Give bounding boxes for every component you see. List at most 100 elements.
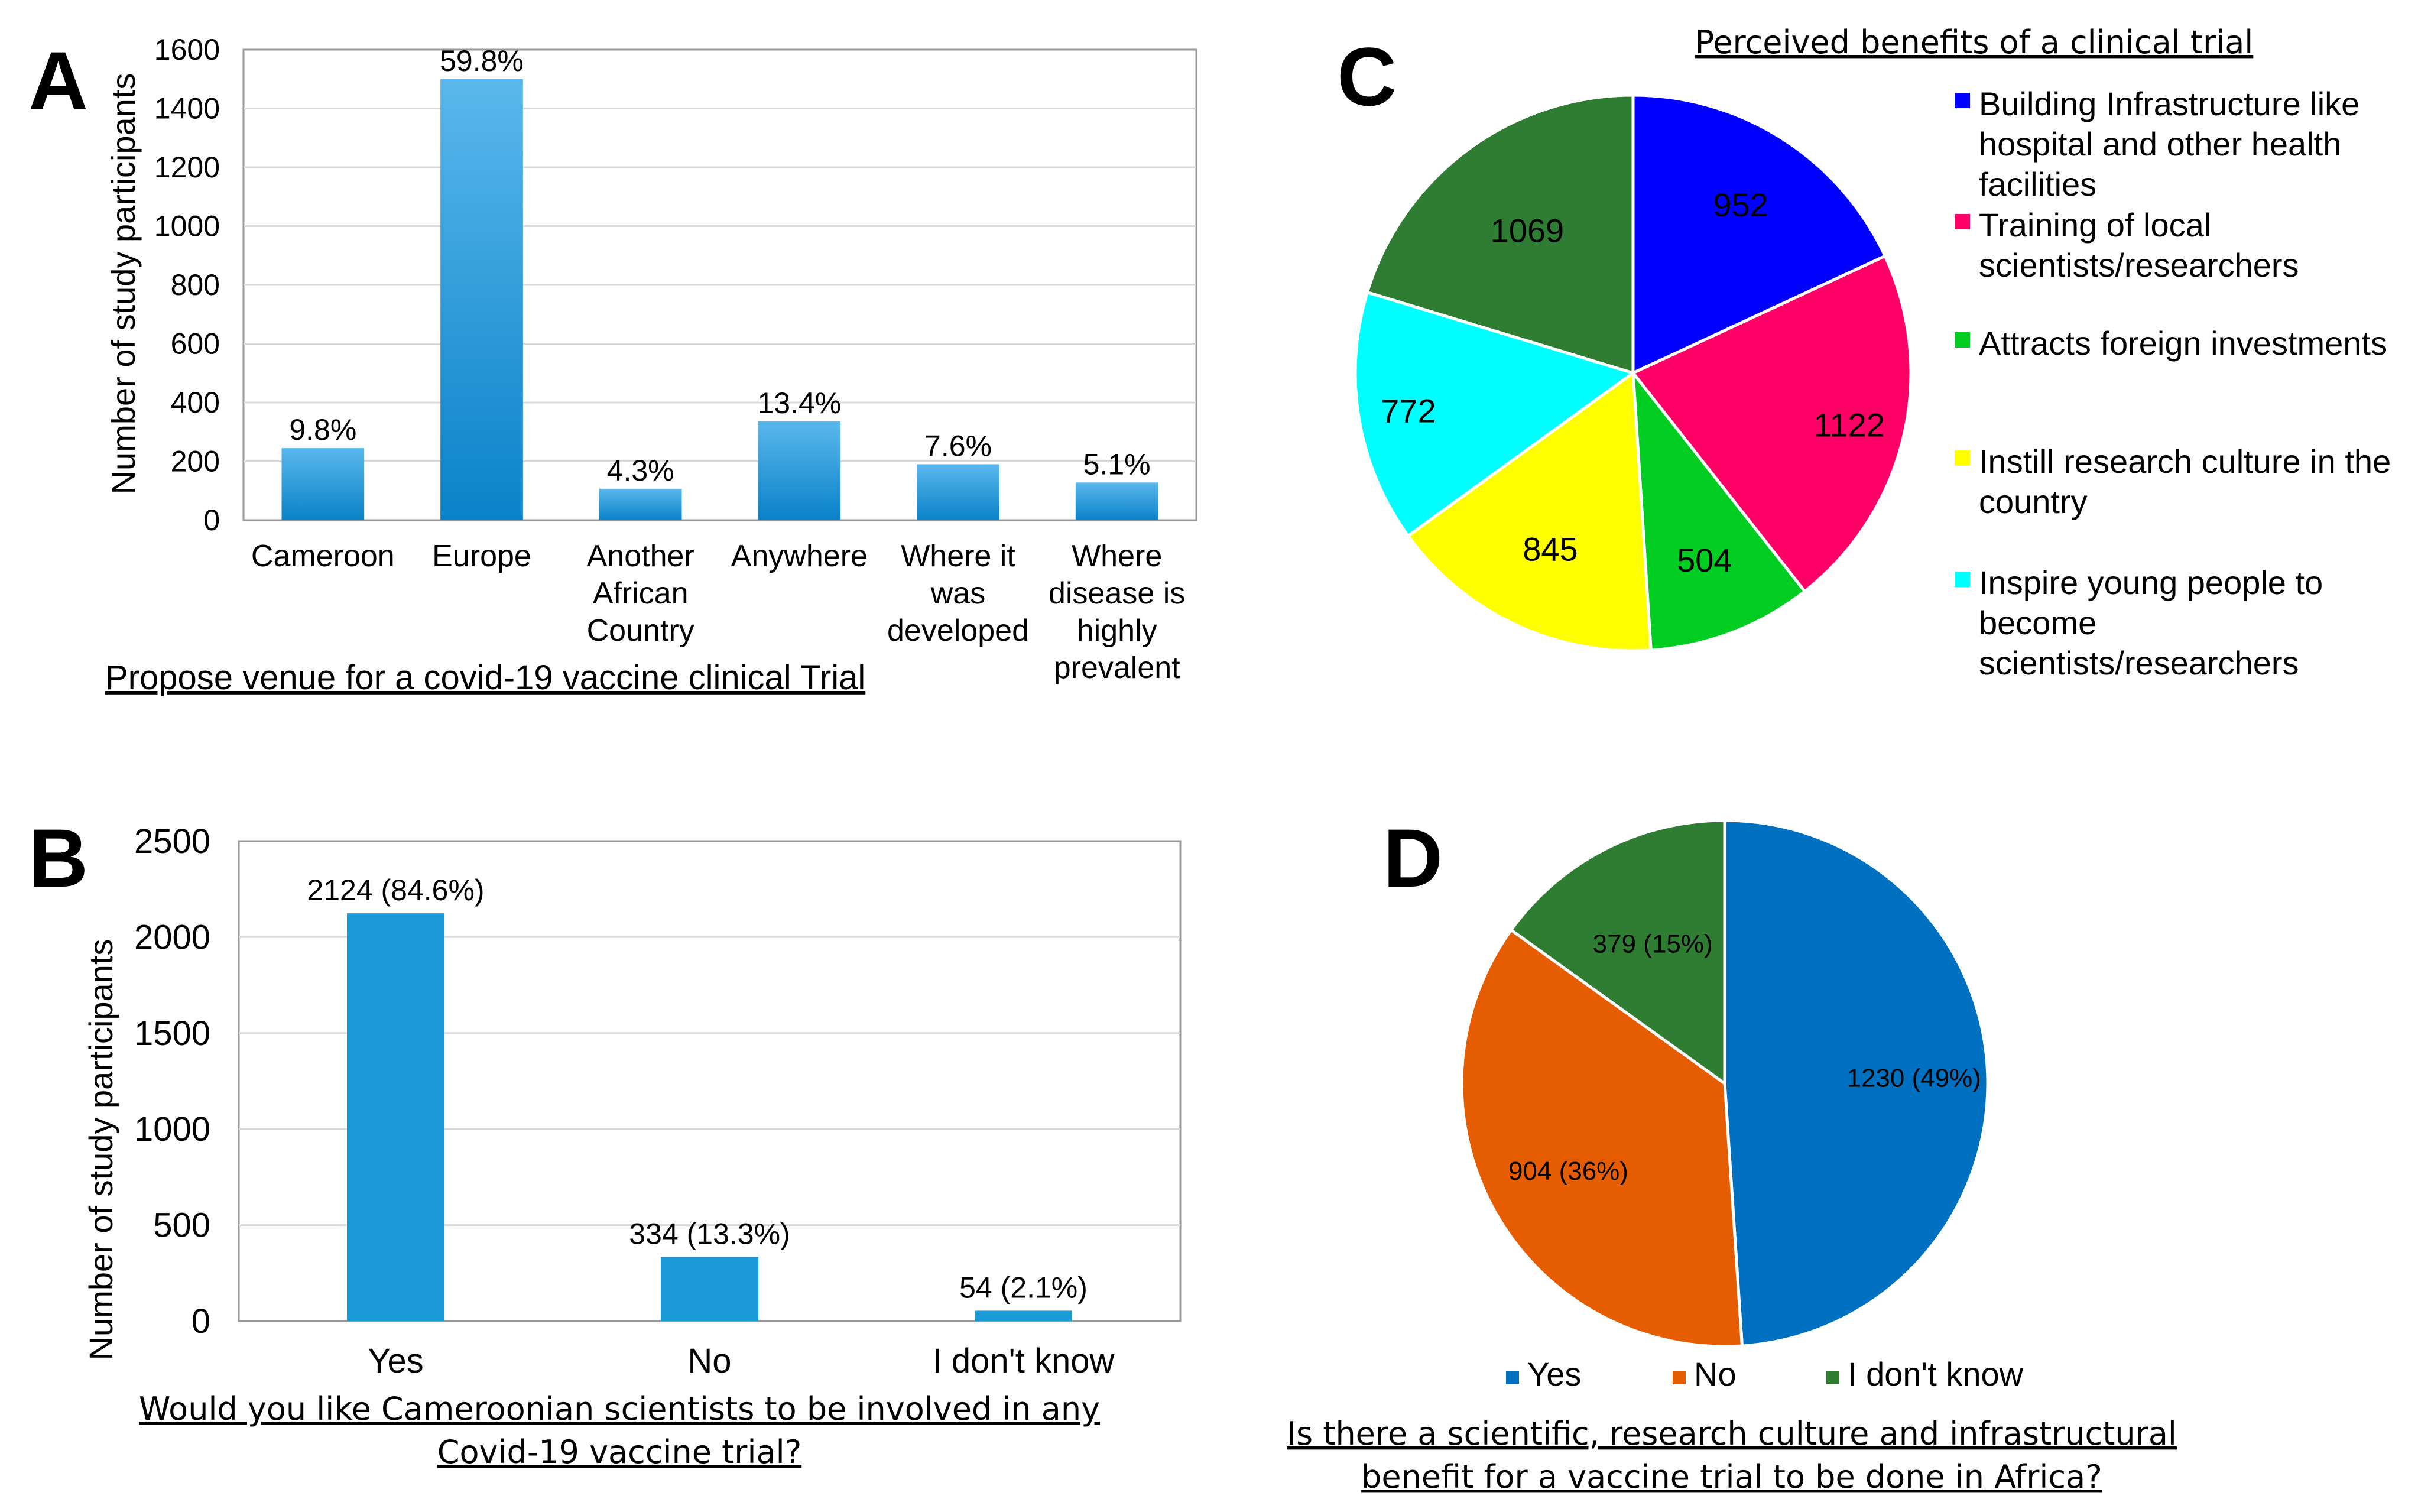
panel-letter-d: D [1383,812,1443,904]
legend-swatch [1673,1371,1686,1384]
y-tick-label: 400 [171,386,220,419]
panel-d: D 1230 (49%) 904 (36%) 379 (15%) Yes No I do… [1287,812,2177,1495]
gridlines-a [244,108,1196,462]
pie-value-label: 845 [1523,531,1578,568]
legend-label: Attracts foreign investments [1979,325,2387,362]
legend-label: hospital and other health [1979,125,2341,163]
category-label: No [687,1342,731,1380]
y-axis-label-b: Number of study participants [82,939,119,1361]
bar [347,913,444,1321]
data-labels-b: 2124 (84.6%) 334 (13.3%) 54 (2.1%) [307,874,1087,1304]
data-label: 7.6% [924,429,992,462]
panel-c: C Perceived benefits of a clinical trial… [1337,24,2391,682]
legend-d: Yes No I don't know [1506,1355,2024,1393]
pie-labels-d: 1230 (49%) 904 (36%) 379 (15%) [1508,929,1981,1185]
legend-swatch [1955,572,1970,587]
pie-value-label: 952 [1713,186,1768,223]
legend-swatch [1506,1371,1519,1384]
data-labels-a: 9.8% 59.8% 4.3% 13.4% 7.6% 5.1% [289,44,1150,487]
category-label: was [930,576,985,611]
legend-swatch [1955,214,1970,229]
category-label: Anywhere [731,539,868,573]
chart-title-b-line1: Would you like Cameroonian scientists to… [139,1390,1100,1427]
y-tick-label: 600 [171,327,220,361]
category-label: developed [887,614,1029,648]
legend-label: Inspire young people to [1979,564,2323,601]
panel-b: B Number of study participants 0 500 1000 1… [28,812,1182,1471]
chart-title-c: Perceived benefits of a clinical trial [1695,24,2254,61]
bar [758,421,841,520]
y-tick-label: 800 [171,268,220,301]
y-tick-label: 1600 [154,33,220,66]
data-label: 334 (13.3%) [629,1218,790,1251]
data-label: 4.3% [607,454,674,487]
bar [1075,482,1158,520]
bar [975,1310,1072,1321]
pie-slice [1509,819,1726,1086]
legend-label: scientists/researchers [1979,246,2299,284]
legend-label: Yes [1527,1355,1581,1393]
y-tick-label: 1500 [134,1014,210,1053]
y-tick-label: 2500 [134,822,210,861]
legend-label: No [1694,1355,1737,1393]
pie-value-label: 1069 [1491,212,1565,249]
category-label: disease is [1049,576,1185,611]
bar [599,488,682,520]
pie-value-label: 772 [1381,392,1436,430]
pie-slice [1723,819,1989,1348]
pie-slice [1631,254,1913,594]
data-label: 59.8% [440,44,524,77]
bar [440,79,523,520]
legend-swatch [1955,332,1970,348]
y-tick-label: 2000 [134,918,210,956]
pie-value-label: 904 (36%) [1508,1157,1628,1186]
legend-label: facilities [1979,166,2096,203]
legend-label: country [1979,483,2088,520]
category-label: Country [587,614,694,648]
category-label: Yes [368,1342,424,1380]
pie-c [1354,93,1913,653]
chart-title-b-line2: Covid-19 vaccine trial? [437,1433,802,1471]
y-ticks-a: 0 200 400 600 800 1000 1200 1400 1600 [154,33,220,537]
category-label: Where it [901,539,1015,573]
y-tick-label: 500 [153,1206,210,1245]
data-label: 13.4% [757,387,841,420]
y-tick-label: 1400 [154,92,220,125]
legend-label: Training of local [1979,206,2211,244]
pie-d [1460,819,1989,1348]
chart-title-d-line2: benefit for a vaccine trial to be done i… [1361,1458,2102,1495]
legend-swatch [1955,450,1970,466]
category-label: Europe [432,539,531,573]
y-tick-label: 1200 [154,151,220,184]
data-label: 2124 (84.6%) [307,874,484,907]
pie-labels-c: 952 1122 504 845 772 1069 [1381,186,1885,579]
pie-value-label: 1230 (49%) [1846,1063,1981,1092]
y-axis-label-a: Number of study participants [105,73,142,495]
y-tick-label: 0 [192,1302,210,1341]
category-label: prevalent [1054,651,1180,685]
legend-label: Building Infrastructure like [1979,85,2359,122]
pie-slice [1631,368,1807,652]
pie-slice [1631,93,1887,375]
legend-swatch [1826,1371,1839,1384]
y-tick-label: 1000 [154,210,220,243]
legend-swatch [1955,93,1970,108]
category-label: Where [1072,539,1162,573]
bar [917,464,999,520]
y-tick-label: 200 [171,445,220,478]
category-label: I don't know [933,1342,1115,1380]
data-label: 5.1% [1083,447,1151,481]
category-label: Another [587,539,694,573]
y-tick-label: 0 [203,504,220,537]
pie-value-label: 504 [1677,541,1732,579]
chart-title-d-line1: Is there a scientific, research culture … [1287,1415,2177,1452]
panel-letter-b: B [28,812,88,904]
category-label: African [593,576,689,611]
panel-a: A Number of study participants 0 200 400 60… [28,33,1197,697]
pie-value-label: 379 (15%) [1593,929,1713,958]
data-label: 54 (2.1%) [959,1271,1088,1304]
legend-label: Instill research culture in the [1979,443,2391,480]
